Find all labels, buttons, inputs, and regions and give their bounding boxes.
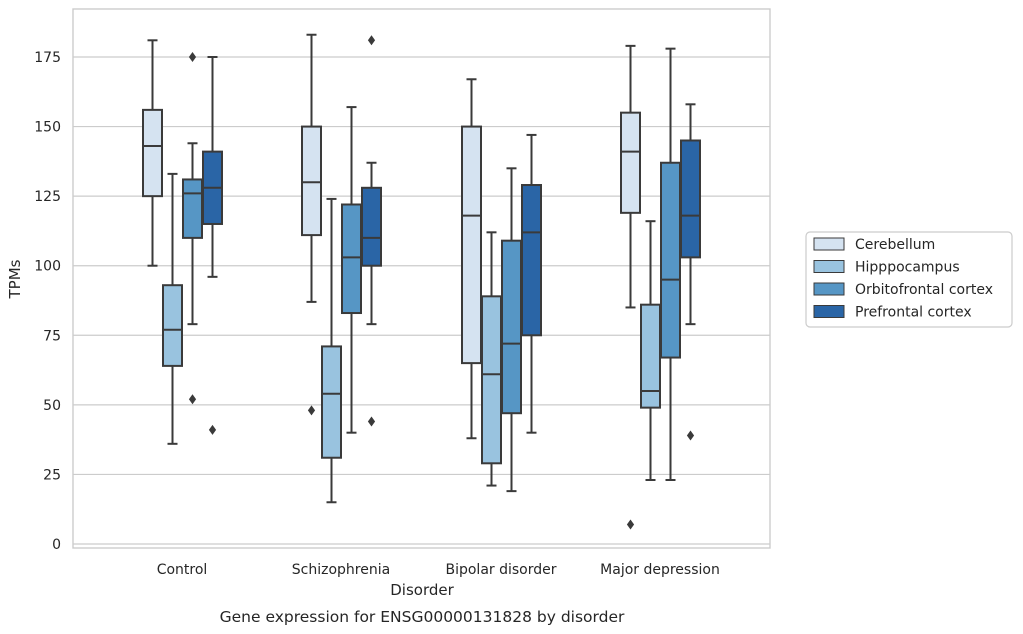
x-axis-label: Disorder: [390, 581, 454, 599]
box-iqr: [680, 139, 701, 259]
box-hipppocampus-bipolar-disorder: [481, 231, 502, 487]
y-tick-label: 175: [34, 50, 61, 66]
legend-swatch: [813, 260, 845, 273]
box-iqr: [660, 161, 681, 359]
x-tick-label: Schizophrenia: [292, 562, 390, 578]
x-axis-ticks: Control Schizophrenia Bipolar disorder Majo…: [157, 562, 720, 578]
box-cerebellum-major-depression: [620, 44, 641, 530]
box-iqr: [341, 203, 362, 315]
outlier-point: [686, 430, 695, 441]
box-iqr: [361, 186, 382, 267]
legend-swatch: [813, 237, 845, 251]
box-orbitofrontal-cortex-major-depression: [660, 47, 681, 481]
y-axis-ticks: 0 25 50 75 100 125 150 175: [34, 50, 61, 553]
box-iqr: [620, 111, 641, 214]
box-cerebellum-schizophrenia: [301, 33, 322, 416]
box-iqr: [321, 345, 342, 459]
legend-label: Prefrontal cortex: [855, 305, 972, 321]
outlier-point: [626, 519, 635, 530]
outlier-point: [367, 35, 376, 46]
box-iqr: [501, 239, 522, 415]
box-orbitofrontal-cortex-control: [182, 52, 203, 405]
box-iqr: [521, 184, 542, 337]
plot-area-frame: [72, 8, 771, 549]
box-orbitofrontal-cortex-bipolar-disorder: [501, 167, 522, 493]
box-cerebellum-bipolar-disorder: [461, 78, 482, 440]
box-iqr: [182, 178, 203, 239]
box-prefrontal-cortex-control: [202, 56, 223, 435]
y-axis-label: TPMs: [6, 259, 24, 299]
y-tick-label: 50: [43, 398, 61, 414]
y-tick-label: 125: [34, 189, 61, 205]
y-tick-label: 0: [52, 537, 61, 553]
box-iqr: [301, 125, 322, 237]
outlier-point: [307, 405, 316, 416]
legend-label: Orbitofrontal cortex: [855, 282, 993, 298]
x-tick-label: Control: [157, 562, 208, 578]
box-orbitofrontal-cortex-schizophrenia: [341, 106, 362, 434]
box-iqr: [461, 125, 482, 365]
y-tick-label: 75: [43, 328, 61, 344]
x-tick-label: Bipolar disorder: [445, 562, 556, 578]
legend-label: Hipppocampus: [855, 260, 960, 276]
box-iqr: [142, 108, 163, 198]
boxes: [142, 33, 701, 530]
box-hipppocampus-control: [162, 172, 183, 445]
chart-caption: Gene expression for ENSG00000131828 by d…: [220, 608, 625, 626]
box-hipppocampus-major-depression: [640, 220, 661, 481]
box-prefrontal-cortex-major-depression: [680, 103, 701, 441]
box-prefrontal-cortex-schizophrenia: [361, 35, 382, 427]
legend-swatch: [813, 305, 845, 318]
legend-swatch: [813, 282, 845, 296]
y-tick-label: 25: [43, 467, 61, 483]
outlier-point: [208, 424, 217, 435]
legend-frame: [805, 231, 1013, 328]
box-prefrontal-cortex-bipolar-disorder: [521, 133, 542, 434]
legend-label: Cerebellum: [855, 237, 935, 253]
legend: Cerebellum Hipppocampus Orbitofrontal cort…: [805, 231, 1013, 328]
box-cerebellum-control: [142, 39, 163, 267]
outlier-point: [188, 52, 197, 62]
y-tick-label: 100: [34, 259, 61, 275]
box-iqr: [640, 303, 661, 409]
x-tick-label: Major depression: [600, 562, 720, 578]
box-iqr: [162, 284, 183, 367]
outlier-point: [367, 416, 376, 427]
y-tick-label: 150: [34, 120, 61, 136]
box-iqr: [481, 295, 502, 465]
outlier-point: [188, 394, 197, 405]
box-hipppocampus-schizophrenia: [321, 197, 342, 504]
